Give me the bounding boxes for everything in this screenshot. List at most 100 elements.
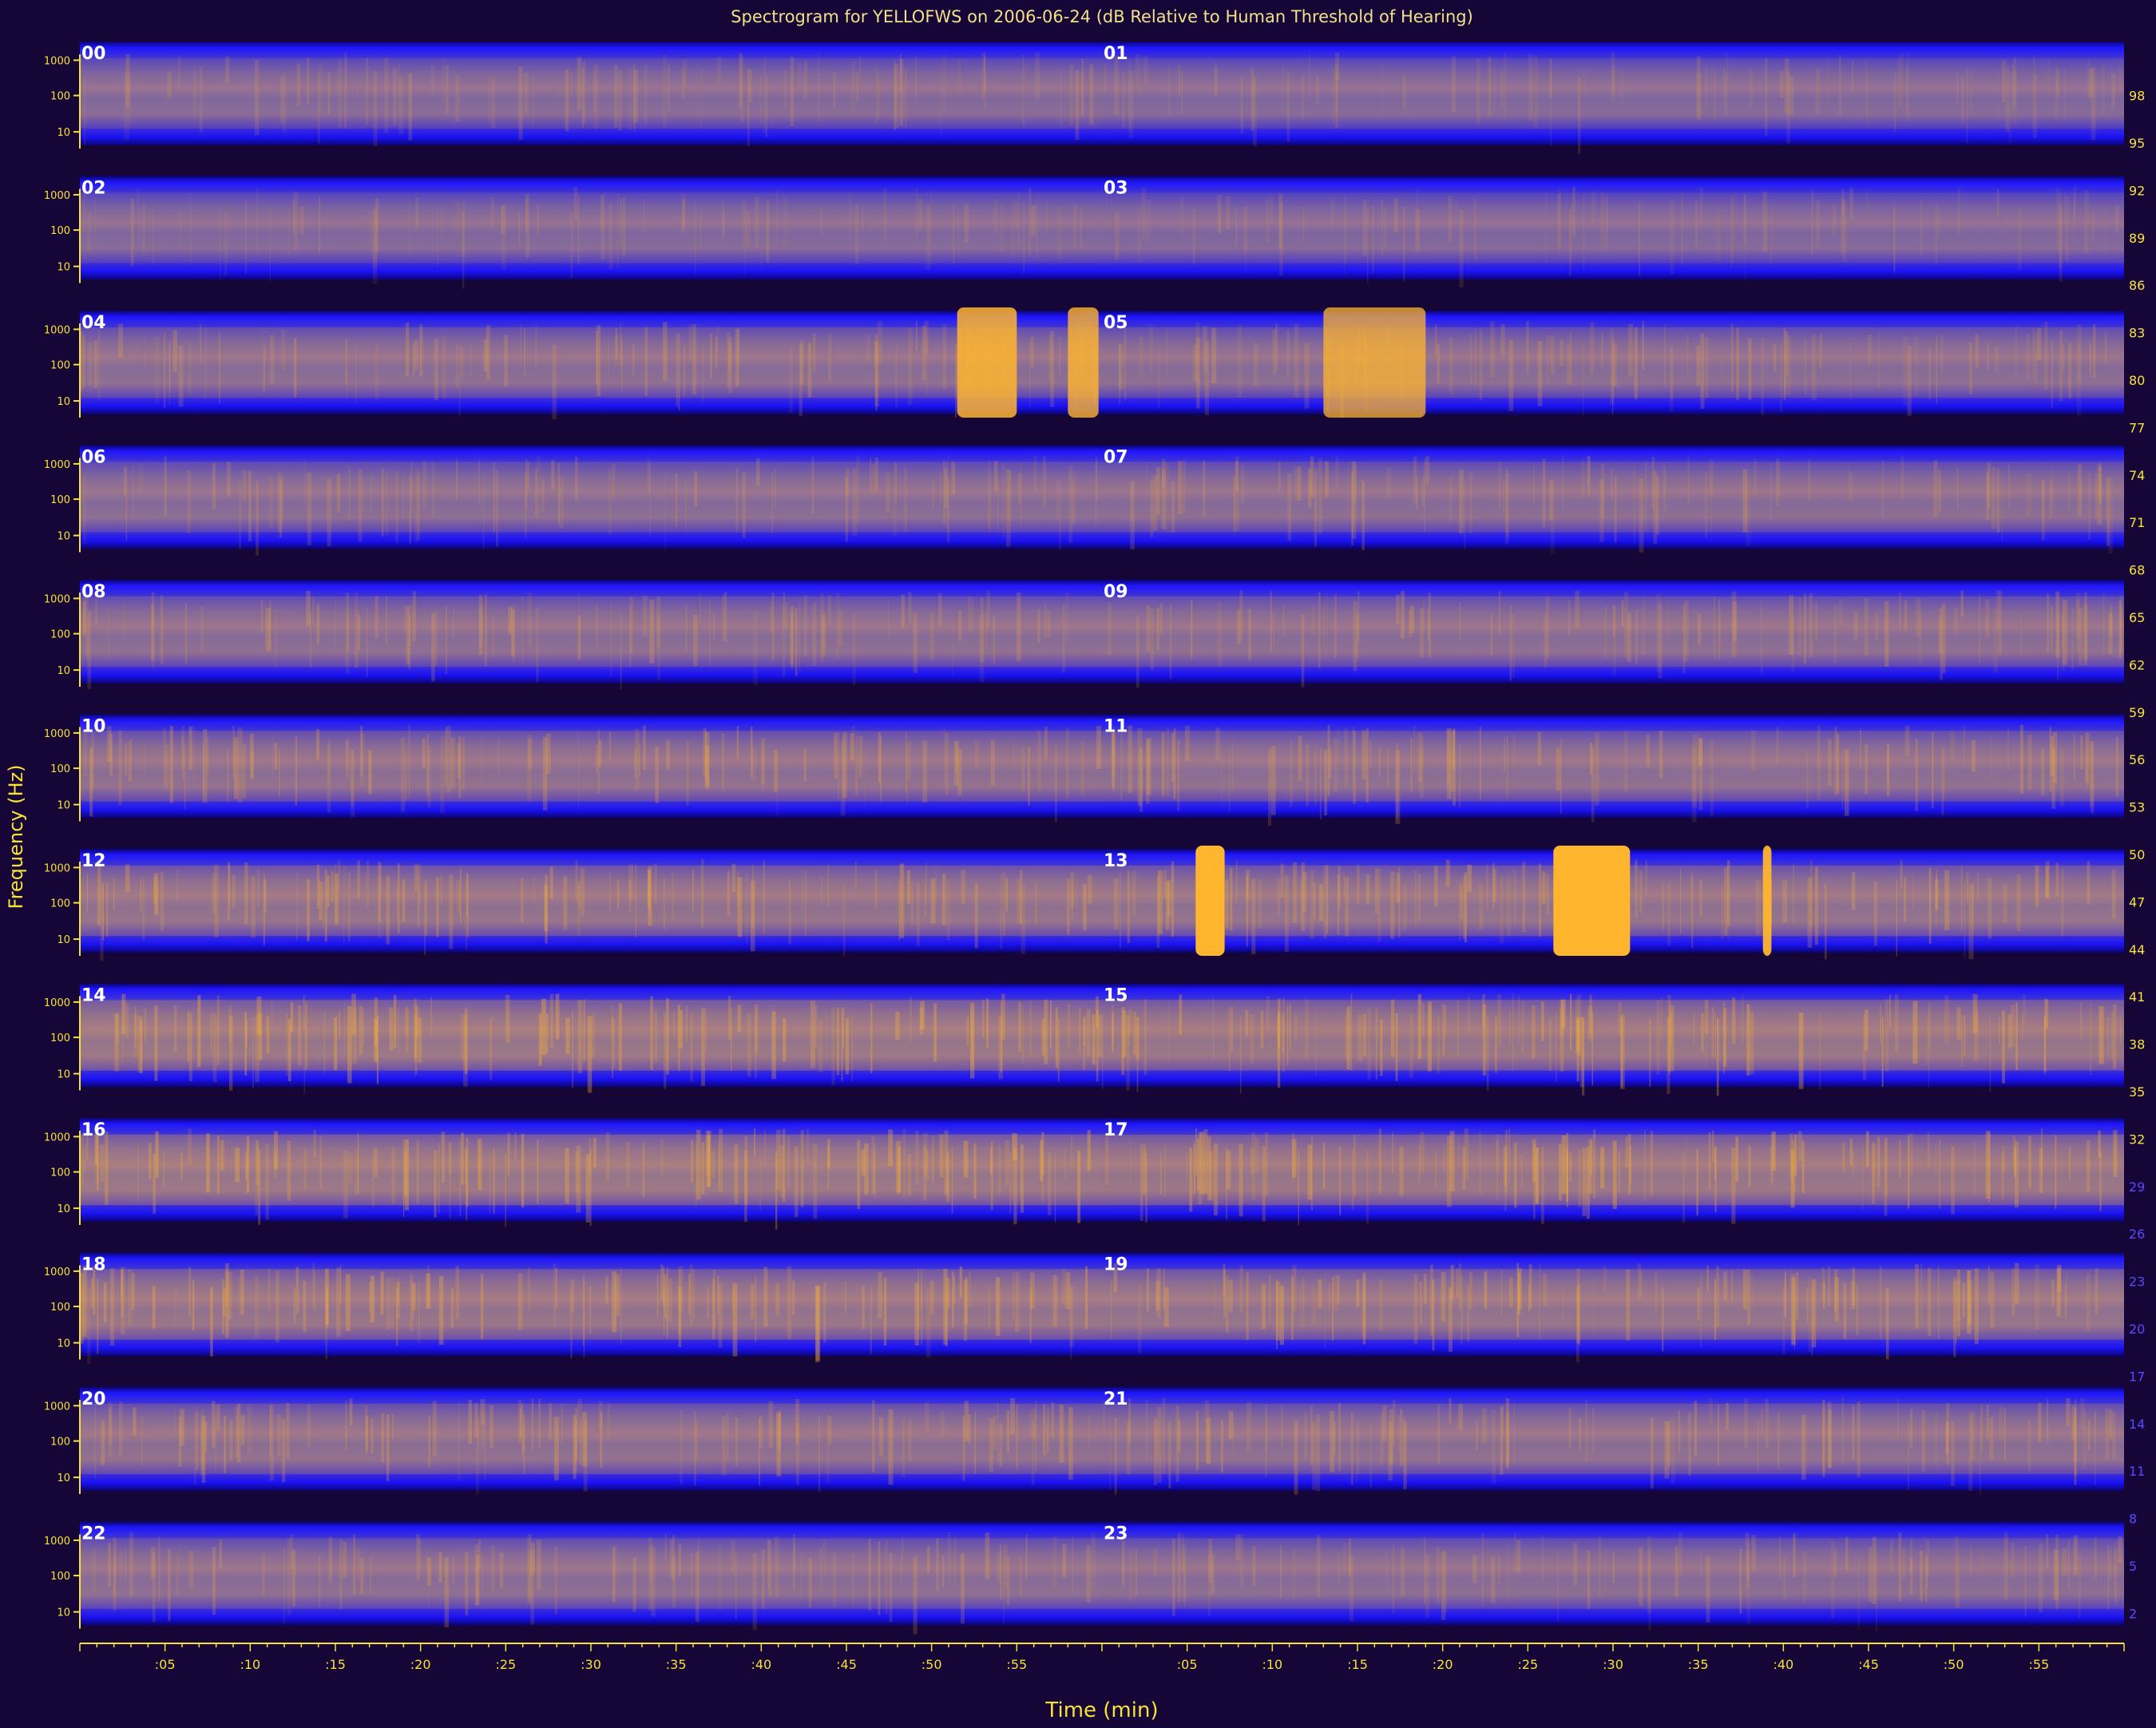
hour-energy-21 xyxy=(1102,1403,2124,1475)
noise-streak xyxy=(2115,205,2119,233)
noise-streak xyxy=(1395,1013,1398,1081)
noise-streak xyxy=(2011,1542,2015,1579)
noise-streak xyxy=(538,1013,542,1066)
noise-streak xyxy=(349,1398,353,1426)
noise-streak xyxy=(1933,459,1938,517)
noise-streak xyxy=(1442,1004,1445,1056)
noise-streak xyxy=(1595,732,1599,806)
noise-streak xyxy=(1498,591,1500,635)
noise-streak xyxy=(1245,211,1247,274)
noise-streak xyxy=(610,601,612,677)
noise-streak xyxy=(782,605,786,678)
noise-streak xyxy=(990,1147,993,1175)
noise-streak xyxy=(1495,1017,1497,1073)
x-tick-label: :50 xyxy=(1944,1657,1964,1672)
noise-streak xyxy=(900,1556,902,1586)
noise-streak xyxy=(168,343,171,393)
noise-streak xyxy=(398,1008,399,1055)
noise-streak xyxy=(238,1276,240,1316)
noise-streak xyxy=(1987,462,1991,509)
hour-energy-00 xyxy=(80,57,1102,129)
noise-streak xyxy=(2110,73,2116,109)
noise-streak xyxy=(524,328,525,376)
hour-energy-02 xyxy=(80,192,1102,264)
noise-streak xyxy=(168,1548,171,1621)
noise-streak xyxy=(670,1538,673,1579)
noise-streak xyxy=(450,1288,454,1328)
noise-streak xyxy=(489,1405,493,1449)
noise-streak xyxy=(1459,1263,1462,1311)
colorbar-tick-50: 50 xyxy=(2129,847,2145,862)
noise-streak xyxy=(393,67,397,126)
noise-streak xyxy=(913,1556,917,1635)
hour-energy-10 xyxy=(80,731,1102,802)
noise-streak xyxy=(2071,608,2074,670)
noise-streak xyxy=(293,1288,296,1324)
noise-streak xyxy=(409,200,410,258)
noise-streak xyxy=(87,212,91,252)
noise-streak xyxy=(260,600,264,633)
noise-streak xyxy=(1035,883,1037,924)
noise-streak xyxy=(348,872,351,941)
noise-streak xyxy=(1520,1154,1523,1189)
noise-streak xyxy=(1656,1000,1660,1075)
noise-streak xyxy=(1181,72,1183,114)
noise-streak xyxy=(944,468,948,508)
noise-streak xyxy=(1468,996,1470,1035)
noise-streak xyxy=(1146,604,1151,652)
noise-streak xyxy=(1173,728,1176,800)
noise-streak xyxy=(874,458,878,492)
noise-streak xyxy=(174,1005,177,1052)
noise-streak xyxy=(1970,1412,1976,1460)
noise-streak xyxy=(1087,1130,1091,1171)
noise-streak xyxy=(1500,71,1504,109)
noise-streak xyxy=(441,211,442,239)
noise-streak xyxy=(1113,1263,1118,1292)
noise-streak xyxy=(1156,608,1159,650)
noise-streak xyxy=(1068,1407,1073,1480)
hour-label-03: 03 xyxy=(1104,179,1128,199)
noise-streak xyxy=(1881,1017,1884,1087)
noise-streak xyxy=(2011,1268,2015,1316)
noise-streak xyxy=(1790,1150,1795,1208)
noise-streak xyxy=(1779,71,1784,98)
noise-streak xyxy=(761,737,766,785)
noise-streak xyxy=(1776,458,1779,505)
hour-energy-01 xyxy=(1102,57,2124,129)
noise-streak xyxy=(988,480,991,535)
noise-streak xyxy=(941,873,946,925)
noise-streak xyxy=(2088,68,2094,98)
noise-streak xyxy=(366,57,369,125)
y-tick-label: 100 xyxy=(50,763,70,775)
noise-streak xyxy=(1793,1134,1797,1176)
noise-streak xyxy=(1987,343,1989,371)
noise-streak xyxy=(716,57,722,85)
spectrogram-row xyxy=(80,849,2124,953)
noise-streak xyxy=(1993,608,1999,673)
noise-streak xyxy=(327,478,331,547)
noise-streak xyxy=(2022,1013,2023,1041)
noise-streak xyxy=(1961,77,1964,124)
noise-streak xyxy=(1972,994,1978,1033)
noise-streak xyxy=(952,613,953,678)
noise-streak xyxy=(1885,999,1889,1072)
noise-streak xyxy=(1323,602,1325,650)
y-tick-label: 10 xyxy=(57,531,70,543)
noise-streak xyxy=(324,870,327,942)
noise-streak xyxy=(721,733,725,791)
noise-streak xyxy=(887,597,889,640)
noise-streak xyxy=(137,1144,139,1202)
noise-streak xyxy=(505,1154,506,1227)
noise-streak xyxy=(907,1154,911,1196)
noise-streak xyxy=(2051,469,2053,505)
noise-streak xyxy=(1422,1003,1425,1037)
noise-streak xyxy=(2013,57,2016,105)
noise-streak xyxy=(371,475,372,513)
noise-streak xyxy=(1956,73,1959,105)
noise-streak xyxy=(696,1552,700,1623)
noise-streak xyxy=(419,323,422,378)
noise-streak xyxy=(994,461,998,491)
noise-streak xyxy=(873,1151,876,1192)
noise-streak xyxy=(788,879,791,945)
noise-streak xyxy=(1771,1132,1776,1171)
